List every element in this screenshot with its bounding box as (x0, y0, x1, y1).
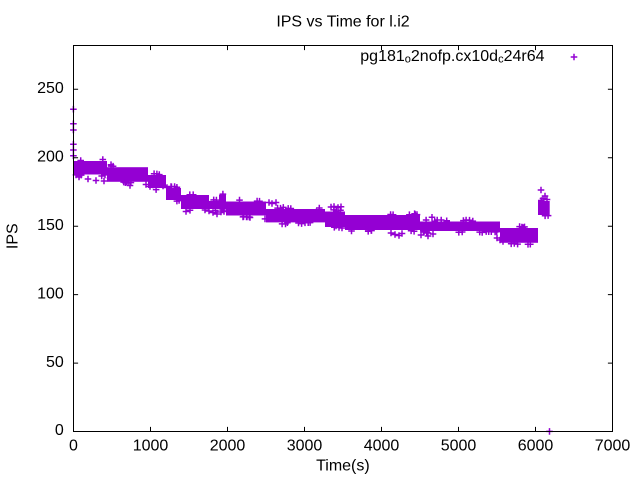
svg-text:5000: 5000 (441, 438, 477, 455)
svg-text:200: 200 (37, 148, 64, 165)
svg-text:2000: 2000 (210, 438, 246, 455)
svg-text:100: 100 (37, 285, 64, 302)
svg-text:1000: 1000 (133, 438, 169, 455)
svg-text:50: 50 (46, 354, 64, 371)
svg-text:IPS: IPS (5, 223, 22, 249)
svg-text:150: 150 (37, 217, 64, 234)
svg-text:0: 0 (69, 438, 78, 455)
svg-text:3000: 3000 (287, 438, 323, 455)
svg-text:7000: 7000 (595, 438, 631, 455)
svg-text:250: 250 (37, 80, 64, 97)
svg-text:pg181o2nofp.cx10dc24r64: pg181o2nofp.cx10dc24r64 (360, 48, 544, 65)
svg-text:IPS vs Time for l.i2: IPS vs Time for l.i2 (276, 14, 409, 31)
svg-text:0: 0 (55, 422, 64, 439)
svg-text:4000: 4000 (364, 438, 400, 455)
svg-text:Time(s): Time(s) (316, 458, 370, 475)
svg-text:6000: 6000 (518, 438, 554, 455)
